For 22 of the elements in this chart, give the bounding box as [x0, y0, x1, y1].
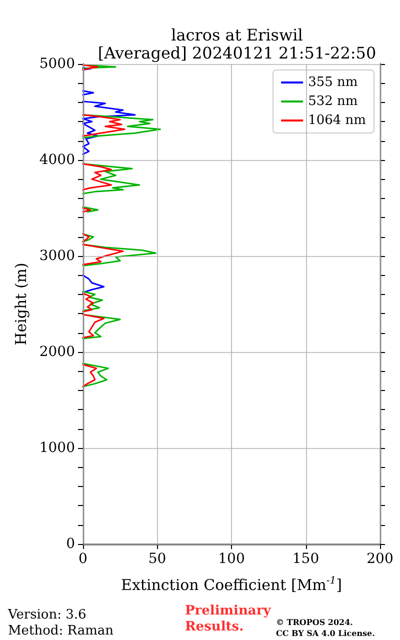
x-tick-label: 0	[78, 551, 88, 567]
x-tick-label: 150	[292, 551, 320, 567]
legend-label: 1064 nm	[308, 113, 366, 128]
legend-label: 532 nm	[308, 94, 358, 109]
text: © TROPOS 2024.	[276, 617, 354, 627]
y-tick-label: 1000	[39, 440, 75, 456]
y-tick-label: 0	[66, 536, 75, 552]
text: Method: Raman	[8, 624, 114, 638]
chart-subtitle: [Averaged] 20240121 21:51-22:50	[98, 44, 376, 62]
legend-label: 355 nm	[308, 75, 358, 90]
y-axis-title: Height (m)	[12, 262, 30, 346]
y-tick-label: 5000	[39, 56, 75, 72]
x-tick-label: 50	[148, 551, 166, 567]
y-tick-label: 4000	[39, 152, 75, 168]
text: Preliminary Results.	[185, 604, 276, 634]
chart-title: lacros at Eriswil	[171, 26, 303, 44]
y-tick-label: 3000	[39, 248, 75, 264]
text: CC BY SA 4.0 License.	[276, 628, 376, 638]
x-tick-label: 200	[366, 551, 394, 567]
x-tick-label: 100	[218, 551, 245, 567]
y-tick-label: 2000	[39, 344, 75, 360]
text: Version: 3.6	[7, 608, 86, 622]
